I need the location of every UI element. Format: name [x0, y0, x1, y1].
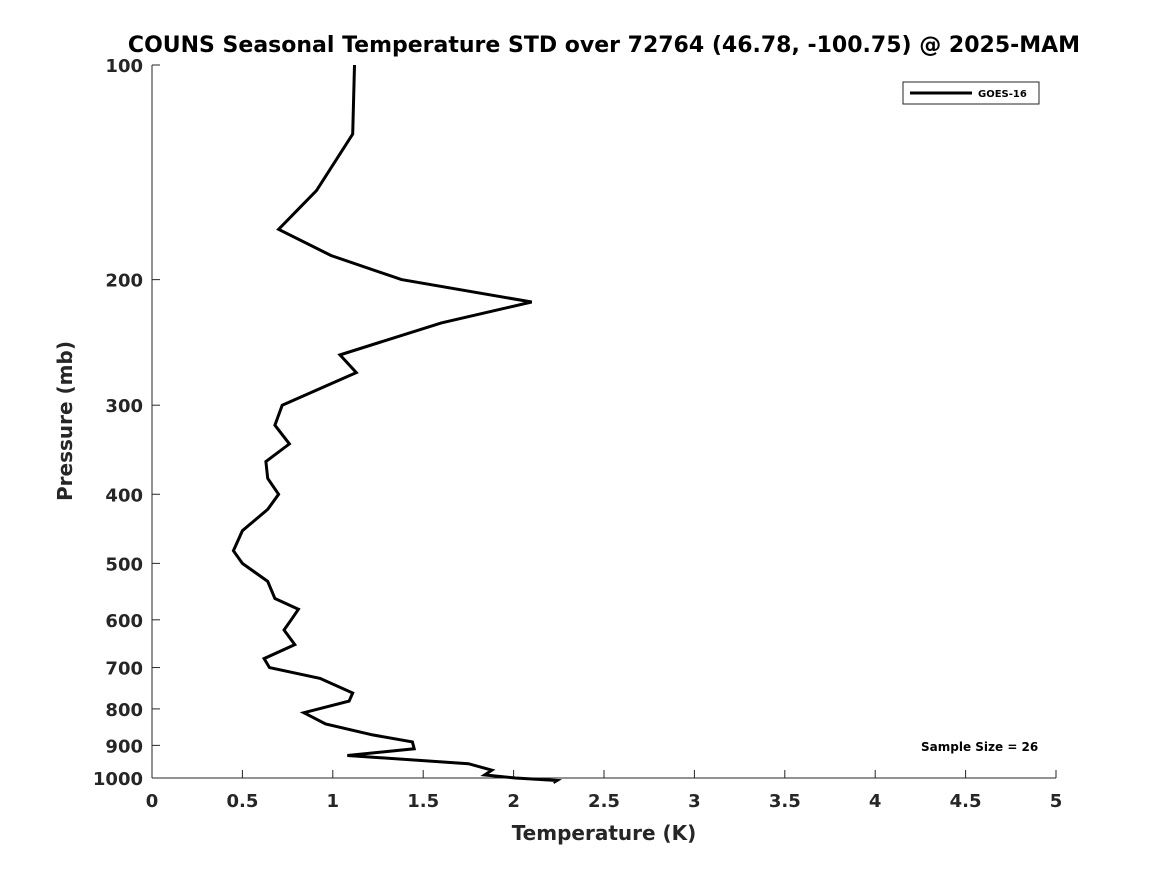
y-tick-label: 500 — [105, 554, 143, 575]
series-layer — [231, 64, 563, 784]
y-tick-label: 400 — [105, 485, 143, 506]
y-tick-label: 200 — [105, 271, 143, 292]
y-axis-label: Pressure (mb) — [53, 341, 77, 501]
legend: GOES-16 — [902, 81, 1040, 105]
x-tick-label: 4 — [869, 791, 882, 812]
x-tick-label: 1.5 — [407, 791, 439, 812]
y-tick-label: 800 — [105, 700, 143, 721]
x-tick-label: 4.5 — [950, 791, 982, 812]
series-line-goes-16 — [231, 64, 563, 784]
legend-label: GOES-16 — [978, 89, 1027, 100]
y-tick-label: 100 — [105, 56, 143, 77]
x-tick-label: 2 — [507, 791, 520, 812]
x-tick-label: 2.5 — [588, 791, 620, 812]
sample-size-annotation: Sample Size = 26 — [921, 740, 1038, 754]
x-tick-label: 3 — [688, 791, 701, 812]
x-tick-label: 1 — [327, 791, 340, 812]
y-ticks: 100 200 300 400 500 600 700 800 900 1000 — [93, 56, 160, 790]
y-tick-label: 700 — [105, 659, 143, 680]
x-axis-label: Temperature (K) — [512, 821, 697, 845]
x-tick-label: 3.5 — [769, 791, 801, 812]
chart-title: COUNS Seasonal Temperature STD over 7276… — [128, 33, 1080, 58]
y-tick-label: 900 — [105, 736, 143, 757]
x-tick-label: 0.5 — [226, 791, 258, 812]
y-tick-label: 600 — [105, 611, 143, 632]
x-ticks: 0 0.5 1 1.5 2 2.5 3 3.5 4 4.5 5 — [146, 770, 1063, 812]
y-tick-label: 1000 — [93, 769, 143, 790]
x-tick-label: 0 — [146, 791, 159, 812]
x-tick-label: 5 — [1050, 791, 1063, 812]
y-tick-label: 300 — [105, 396, 143, 417]
